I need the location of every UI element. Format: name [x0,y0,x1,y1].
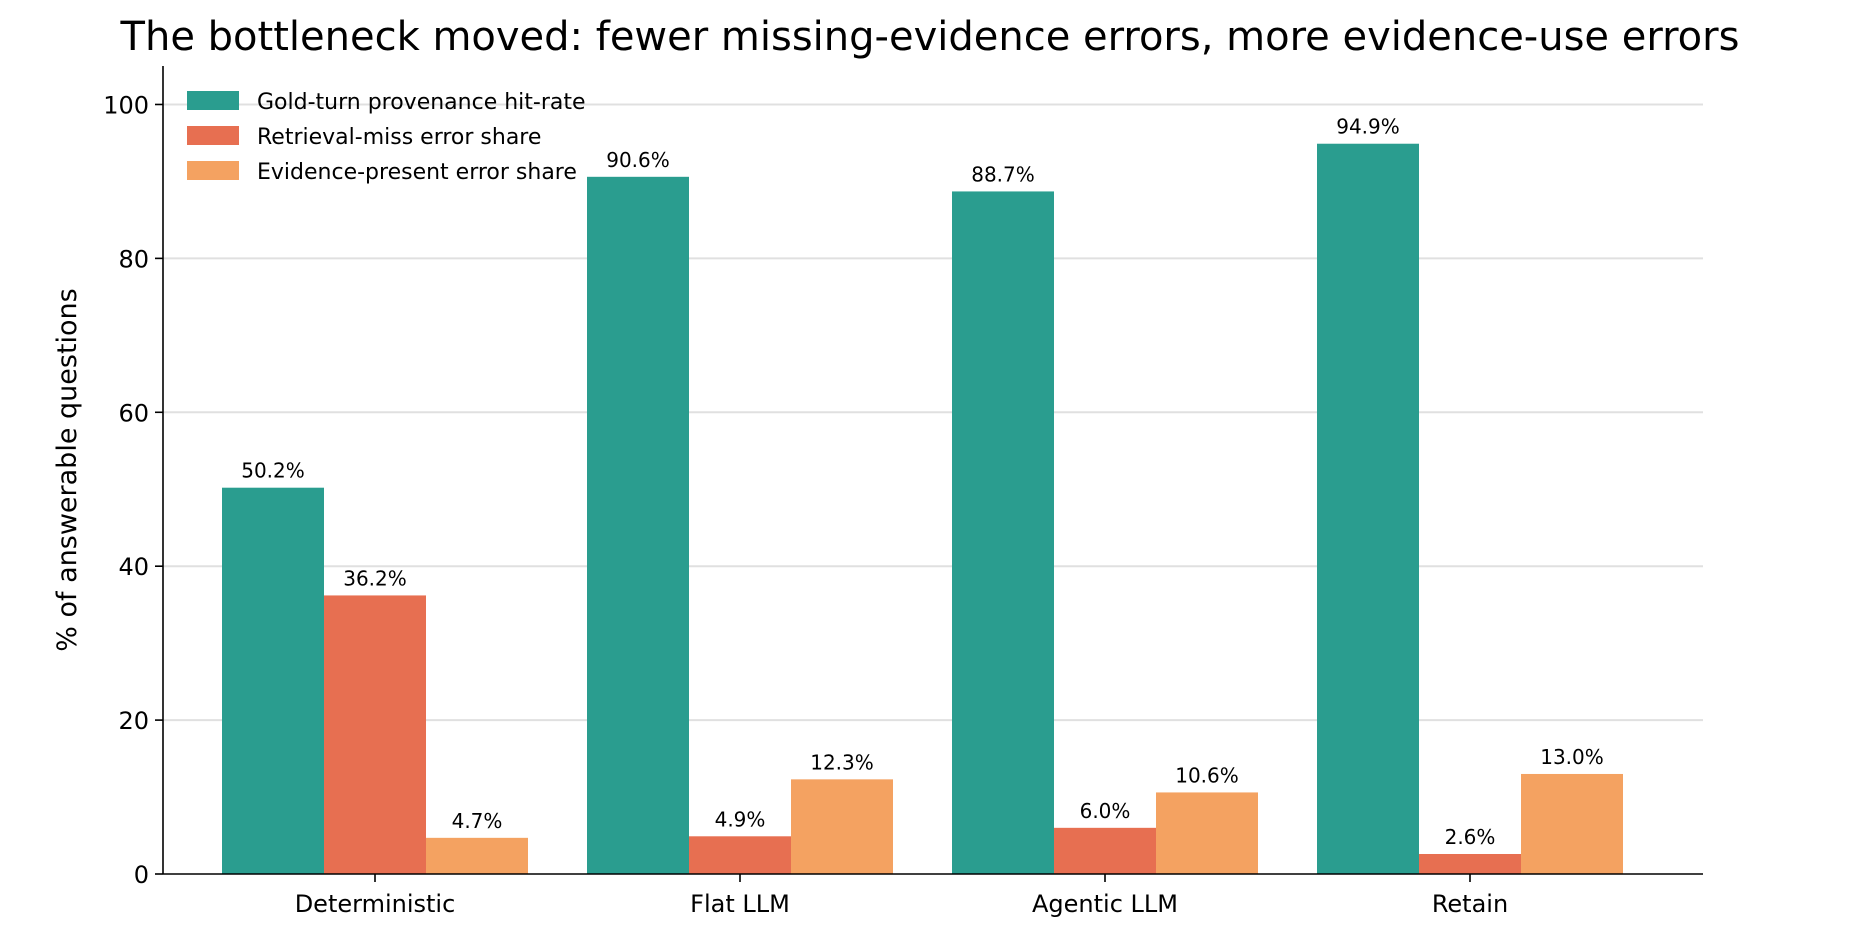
bar-value-label: 2.6% [1445,825,1496,849]
legend-swatch [187,91,239,110]
bar [1317,143,1419,874]
bar [324,595,426,874]
bar [426,837,528,874]
bar [222,487,324,874]
bar-value-label: 6.0% [1080,799,1131,823]
bar-value-label: 90.6% [606,148,670,172]
legend-label: Retrieval-miss error share [257,125,541,150]
y-tick-label: 0 [134,861,149,889]
data-labels: 50.2% 36.2% 4.7% 90.6% 4.9% 12.3% 88.7% 6.0% 10.… [241,115,1604,849]
y-tick-label: 60 [118,399,149,427]
x-ticks: Deterministic Flat LLM Agentic LLM Retain [295,874,1508,918]
bar [1156,792,1258,874]
axes [162,66,1703,875]
legend-swatch [187,161,239,180]
bar [1521,773,1623,874]
bar-value-label: 36.2% [343,566,407,590]
bar [587,176,689,875]
bar [1054,827,1156,874]
y-axis-label: % of answerable questions [52,288,83,651]
legend: Gold-turn provenance hit-rate Retrieval-m… [187,90,586,185]
x-tick-label: Agentic LLM [1032,890,1178,918]
bar [952,191,1054,875]
bar [791,779,893,874]
bar-value-label: 10.6% [1175,763,1239,787]
bar-value-label: 12.3% [810,750,874,774]
y-tick-label: 40 [118,553,149,581]
bar-value-label: 4.7% [452,809,503,833]
y-tick-label: 80 [118,245,149,273]
bar-value-label: 13.0% [1540,745,1604,769]
x-tick-label: Deterministic [295,890,456,918]
y-tick-label: 20 [118,707,149,735]
chart-title: The bottleneck moved: fewer missing-evid… [120,14,1740,60]
x-tick-label: Flat LLM [690,890,790,918]
gridlines [163,103,1703,722]
bar-value-label: 94.9% [1336,115,1400,139]
legend-label: Evidence-present error share [257,160,577,185]
x-tick-label: Retain [1432,890,1508,918]
bar-value-label: 88.7% [971,162,1035,186]
bars [222,143,1623,875]
legend-swatch [187,126,239,145]
y-tick-label: 100 [103,91,149,119]
bar [1419,853,1521,874]
y-ticks: 0 20 40 60 80 100 [103,91,163,889]
legend-label: Gold-turn provenance hit-rate [257,90,586,115]
bar-value-label: 50.2% [241,459,305,483]
bar-value-label: 4.9% [715,807,766,831]
bar [689,836,791,874]
